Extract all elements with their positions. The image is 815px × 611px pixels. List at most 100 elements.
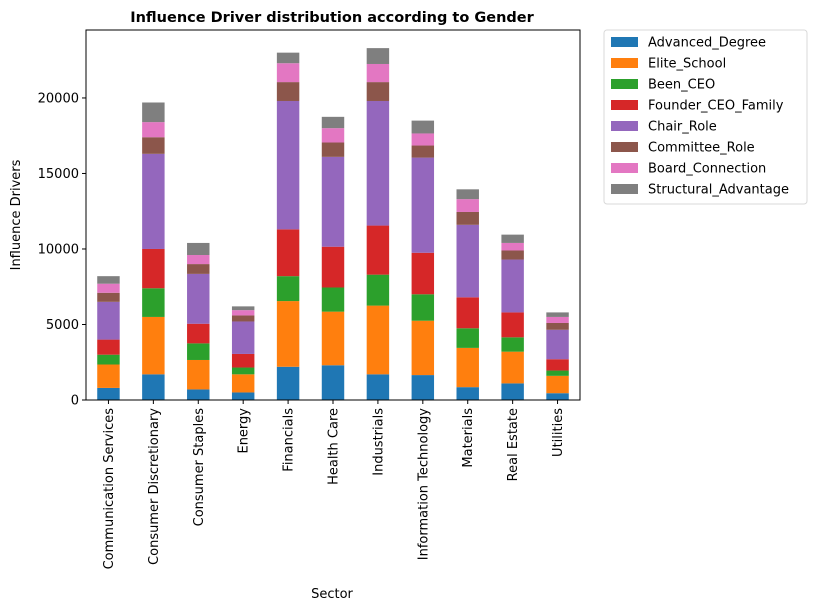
- bars-group: [97, 48, 569, 400]
- bar-segment: [366, 48, 390, 64]
- legend-swatch: [611, 142, 638, 152]
- legend-swatch: [611, 58, 638, 68]
- bar-segment: [187, 343, 210, 360]
- bar-segment: [142, 316, 165, 375]
- bar-segment: [187, 255, 210, 265]
- bar-segment: [501, 351, 524, 384]
- bar-segment: [142, 137, 165, 154]
- y-tick-label: 10000: [38, 242, 79, 257]
- bar-segment: [142, 102, 165, 123]
- bar-segment: [546, 370, 569, 376]
- bar-segment: [456, 189, 479, 200]
- bar-segment: [97, 364, 120, 388]
- bar-segment: [411, 120, 435, 134]
- bar-segment: [187, 323, 210, 344]
- legend-swatch: [611, 121, 638, 131]
- bar-segment: [187, 273, 210, 324]
- bar-segment: [321, 142, 345, 157]
- bar-segment: [366, 82, 390, 101]
- legend-label: Founder_CEO_Family: [648, 99, 784, 114]
- bar-segment: [321, 311, 345, 366]
- bar-segment: [411, 294, 435, 321]
- legend-label: Board_Connection: [648, 162, 766, 177]
- bar-segment: [546, 393, 569, 400]
- bar-segment: [411, 252, 435, 295]
- x-axis: Communication Services Consumer Discretio…: [102, 400, 566, 569]
- bar-segment: [276, 63, 300, 83]
- x-tick-label: Financials: [282, 408, 297, 472]
- bar-segment: [231, 392, 255, 400]
- bar-segment: [276, 100, 300, 230]
- bar-segment: [97, 339, 120, 355]
- chart-title: Influence Driver distribution according …: [130, 10, 534, 26]
- bar-segment: [97, 301, 120, 340]
- bar-segment: [501, 242, 524, 251]
- bar-segment: [546, 375, 569, 394]
- bar-segment: [546, 322, 569, 330]
- y-tick-label: 5000: [46, 318, 79, 333]
- y-tick-label: 0: [71, 394, 79, 409]
- bar-segment: [142, 122, 165, 138]
- bar-segment: [187, 389, 210, 400]
- bar-segment: [231, 315, 255, 322]
- x-tick-label: Energy: [237, 408, 252, 454]
- bar-segment: [366, 274, 390, 306]
- bar-segment: [97, 387, 120, 400]
- bar-segment: [546, 359, 569, 371]
- bar-segment: [321, 246, 345, 288]
- bar-segment: [366, 63, 390, 83]
- legend-label: Advanced_Degree: [648, 36, 766, 51]
- bar-segment: [142, 374, 165, 400]
- x-tick-label: Consumer Staples: [192, 408, 207, 527]
- bar-segment: [366, 225, 390, 275]
- bar-segment: [456, 224, 479, 298]
- bar-segment: [411, 375, 435, 400]
- x-tick-label: Communication Services: [102, 408, 117, 570]
- bar-segment: [142, 153, 165, 249]
- bar-segment: [411, 157, 435, 253]
- bar-segment: [321, 116, 345, 129]
- bar-segment: [321, 128, 345, 143]
- bar-segment: [276, 276, 300, 302]
- bar-segment: [501, 312, 524, 338]
- legend-swatch: [611, 37, 638, 47]
- bar-segment: [456, 387, 479, 400]
- bar-segment: [231, 374, 255, 393]
- bar-segment: [231, 353, 255, 368]
- bar-segment: [97, 283, 120, 293]
- bar-segment: [321, 287, 345, 312]
- x-tick-label: Materials: [461, 408, 476, 468]
- bar-segment: [501, 337, 524, 352]
- y-axis-label: Influence Drivers: [9, 159, 24, 270]
- bar-segment: [366, 100, 390, 226]
- bar-segment: [97, 292, 120, 302]
- bar-segment: [321, 365, 345, 400]
- legend: Advanced_Degree Elite_School Been_CEO Found…: [603, 29, 808, 205]
- legend-label: Been_CEO: [648, 78, 715, 93]
- bar-segment: [142, 288, 165, 317]
- x-tick-label: Industrials: [371, 408, 386, 476]
- bar-segment: [456, 297, 479, 329]
- legend-frame: [603, 29, 808, 205]
- legend-swatch: [611, 163, 638, 173]
- bar-segment: [366, 374, 390, 400]
- bar-segment: [456, 347, 479, 388]
- bar-segment: [456, 211, 479, 225]
- y-tick-label: 15000: [38, 167, 79, 182]
- legend-label: Structural_Advantage: [648, 183, 789, 198]
- legend-label: Committee_Role: [648, 141, 755, 156]
- bar-segment: [546, 329, 569, 360]
- bar-segment: [411, 145, 435, 158]
- bar-segment: [276, 52, 300, 64]
- bar-segment: [546, 312, 569, 317]
- legend-swatch: [611, 100, 638, 110]
- y-tick-label: 20000: [38, 91, 79, 106]
- legend-swatch: [611, 184, 638, 194]
- bar-segment: [97, 276, 120, 284]
- bar-segment: [501, 250, 524, 260]
- bar-segment: [321, 156, 345, 247]
- x-tick-label: Information Technology: [416, 408, 431, 561]
- bar-segment: [276, 301, 300, 367]
- bar-segment: [456, 199, 479, 212]
